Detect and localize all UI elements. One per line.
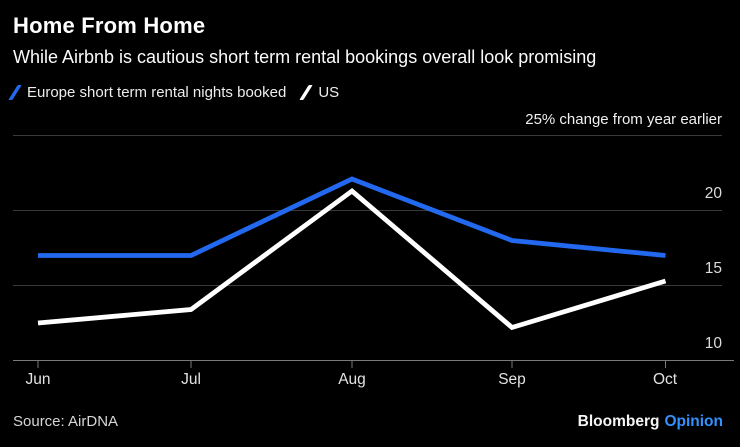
y-tick-label-20: 20 <box>704 185 722 202</box>
x-tick-label-sep: Sep <box>498 371 526 388</box>
legend: Europe short term rental nights booked U… <box>8 84 340 101</box>
legend-item-us: US <box>299 84 340 101</box>
bloomberg-wordmark: Bloomberg <box>577 413 660 430</box>
x-tick-label-jul: Jul <box>181 371 201 388</box>
series-line-europe <box>38 176 666 258</box>
x-tick-label-oct: Oct <box>652 371 678 388</box>
y-tick-label-15: 15 <box>704 260 722 277</box>
y-axis-unit-note: 25% change from year earlier <box>525 111 722 128</box>
x-tick-label-aug: Aug <box>338 371 366 388</box>
chart-subtitle: While Airbnb is cautious short term rent… <box>13 47 597 67</box>
legend-label-us: US <box>318 84 340 101</box>
opinion-wordmark: Opinion <box>664 413 723 430</box>
x-tick-label-jun: Jun <box>25 371 51 388</box>
legend-item-europe: Europe short term rental nights booked <box>8 84 287 101</box>
legend-label-europe: Europe short term rental nights booked <box>27 84 287 101</box>
chart-title: Home From Home <box>13 13 206 38</box>
source-credit: Source: AirDNA <box>13 413 119 430</box>
y-tick-label-10: 10 <box>704 335 722 352</box>
bloomberg-opinion-logo: Bloomberg Opinion <box>578 413 723 431</box>
series-line-us <box>37 187 667 331</box>
